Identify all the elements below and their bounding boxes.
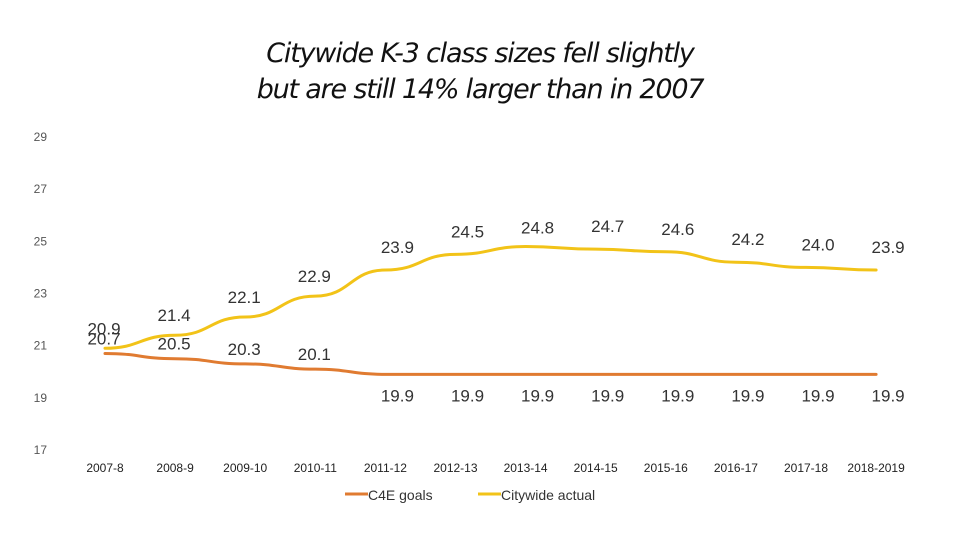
legend-citywide-actual-label: Citywide actual xyxy=(501,487,595,503)
x-tick-label: 2013-14 xyxy=(504,461,548,475)
c4e-goals-data-label: 19.9 xyxy=(591,386,624,405)
x-tick-label: 2017-18 xyxy=(784,461,828,475)
x-tick-label: 2011-12 xyxy=(364,461,407,475)
c4e-goals-data-label: 19.9 xyxy=(451,386,484,405)
chart-title-line-2: but are still 14% larger than in 2007 xyxy=(256,74,705,105)
c4e-goals-data-label: 19.9 xyxy=(661,386,694,405)
citywide-actual-data-label: 21.4 xyxy=(158,306,191,325)
citywide-actual-data-label: 24.7 xyxy=(591,217,624,236)
c4e-goals-data-label: 19.9 xyxy=(872,386,905,405)
citywide-actual-data-label: 22.9 xyxy=(298,267,331,286)
x-tick-label: 2009-10 xyxy=(223,461,267,475)
x-tick-label: 2012-13 xyxy=(433,461,477,475)
c4e-goals-data-label: 20.5 xyxy=(158,335,191,354)
c4e-goals-data-label: 19.9 xyxy=(521,386,554,405)
y-tick-label: 19 xyxy=(34,391,48,405)
c4e-goals-line xyxy=(103,351,878,376)
citywide-actual-data-label: 23.9 xyxy=(381,238,414,257)
x-tick-label: 2015-16 xyxy=(644,461,688,475)
y-tick-label: 29 xyxy=(34,130,48,144)
x-tick-label: 2008-9 xyxy=(156,461,194,475)
citywide-actual-data-label: 24.5 xyxy=(451,222,484,241)
y-tick-label: 25 xyxy=(34,234,48,248)
x-tick-label: 2018-2019 xyxy=(847,461,905,475)
citywide-actual-data-label: 23.9 xyxy=(872,238,905,257)
c4e-goals-data-label: 19.9 xyxy=(801,386,834,405)
c4e-goals-data-label: 19.9 xyxy=(731,386,764,405)
y-tick-label: 21 xyxy=(34,339,48,353)
legend-c4e-goals-label: C4E goals xyxy=(368,487,433,503)
citywide-actual-data-label: 24.6 xyxy=(661,220,694,239)
c4e-goals-data-label: 20.1 xyxy=(298,345,331,364)
citywide-actual-data-label: 24.0 xyxy=(801,235,834,254)
x-tick-label: 2016-17 xyxy=(714,461,758,475)
chart-title-line-1: Citywide K-3 class sizes fell slightly xyxy=(266,38,695,69)
y-tick-label: 27 xyxy=(34,182,48,196)
c4e-goals-data-label: 19.9 xyxy=(381,386,414,405)
c4e-goals-data-label: 20.3 xyxy=(228,340,261,359)
c4e-goals-data-label: 20.7 xyxy=(87,329,120,348)
citywide-actual-data-label: 24.2 xyxy=(731,230,764,249)
citywide-actual-line xyxy=(103,245,878,350)
y-tick-label: 17 xyxy=(34,443,48,457)
citywide-actual-data-label: 22.1 xyxy=(228,288,261,307)
y-tick-label: 23 xyxy=(34,287,48,301)
x-tick-label: 2010-11 xyxy=(294,461,337,475)
x-tick-label: 2007-8 xyxy=(86,461,124,475)
x-tick-label: 2014-15 xyxy=(574,461,618,475)
citywide-actual-data-label: 20.9 xyxy=(87,319,120,338)
chart-title: Citywide K-3 class sizes fell slightly b… xyxy=(0,36,960,108)
citywide-actual-data-label: 24.8 xyxy=(521,219,554,238)
